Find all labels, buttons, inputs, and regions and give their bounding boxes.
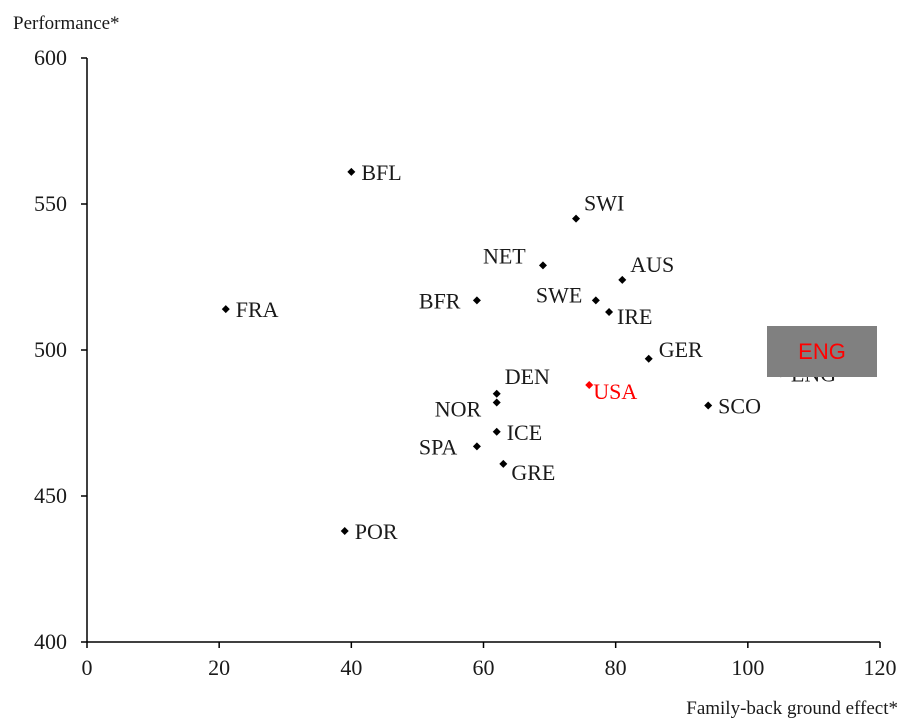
x-tick-label: 20 <box>208 655 230 680</box>
data-point-swi: SWI <box>572 191 624 223</box>
point-marker <box>472 296 481 305</box>
x-tick-label: 60 <box>473 655 495 680</box>
data-point-ire: IRE <box>605 304 653 329</box>
data-point-sco: SCO <box>704 393 761 418</box>
point-marker <box>492 389 501 398</box>
eng-overlay-box: ENG <box>767 326 877 377</box>
data-points: BFLSWINETAUSFRABFRSWEIREGERENGDENNORUSAS… <box>221 160 836 544</box>
data-point-ger: GER <box>644 337 703 363</box>
eng-overlay-label: ENG <box>798 338 846 364</box>
y-tick-label: 600 <box>34 45 67 70</box>
x-tick-label: 40 <box>340 655 362 680</box>
data-point-bfl: BFL <box>347 160 402 185</box>
point-label: FRA <box>236 297 279 322</box>
x-axis-title: Family-back ground effect* <box>686 698 898 719</box>
point-marker <box>572 214 581 223</box>
y-tick-label: 500 <box>34 337 67 362</box>
point-marker <box>492 427 501 436</box>
axes <box>81 57 881 648</box>
point-marker <box>499 459 508 468</box>
point-marker <box>704 401 713 410</box>
point-label: NET <box>483 243 526 268</box>
y-axis-title: Performance* <box>13 13 120 34</box>
point-marker <box>347 167 356 176</box>
data-point-swe: SWE <box>536 282 600 307</box>
point-label: SWE <box>536 282 582 307</box>
data-point-por: POR <box>340 519 398 544</box>
point-label: NOR <box>435 397 482 422</box>
point-marker <box>472 442 481 451</box>
point-label: BFL <box>361 160 401 185</box>
point-marker <box>538 261 547 270</box>
x-tick-label: 80 <box>605 655 627 680</box>
data-point-net: NET <box>483 243 547 270</box>
data-point-spa: SPA <box>419 434 481 459</box>
point-label: POR <box>355 519 398 544</box>
point-label: BFR <box>419 288 461 313</box>
data-point-den: DEN <box>492 364 550 398</box>
x-tick-label: 100 <box>731 655 764 680</box>
point-label: SWI <box>584 191 624 216</box>
data-point-aus: AUS <box>618 252 674 284</box>
data-point-usa: USA <box>585 379 637 404</box>
point-label: GRE <box>511 460 555 485</box>
point-label: ICE <box>507 420 542 445</box>
point-marker <box>585 381 594 390</box>
y-tick-label: 450 <box>34 483 67 508</box>
point-label: SCO <box>718 393 761 418</box>
x-tick-label: 120 <box>864 655 897 680</box>
point-label: AUS <box>630 252 674 277</box>
point-label: IRE <box>617 304 652 329</box>
data-point-ice: ICE <box>492 420 542 445</box>
point-label: USA <box>593 379 637 404</box>
point-label: SPA <box>419 434 457 459</box>
point-marker <box>340 527 349 536</box>
y-tick-label: 400 <box>34 629 67 654</box>
y-tick-label: 550 <box>34 191 67 216</box>
data-point-gre: GRE <box>499 459 555 485</box>
point-marker <box>492 398 501 407</box>
data-point-nor: NOR <box>435 397 501 422</box>
point-marker <box>644 354 653 363</box>
point-marker <box>221 305 230 314</box>
data-point-fra: FRA <box>221 297 279 322</box>
point-marker <box>591 296 600 305</box>
point-marker <box>605 308 614 317</box>
data-point-bfr: BFR <box>419 288 481 313</box>
point-label: DEN <box>505 364 550 389</box>
tick-labels: 400 450 500 550 600 0 20 40 60 80 100 120 <box>34 45 897 680</box>
x-tick-label: 0 <box>82 655 93 680</box>
point-marker <box>618 275 627 284</box>
point-label: GER <box>659 337 703 362</box>
